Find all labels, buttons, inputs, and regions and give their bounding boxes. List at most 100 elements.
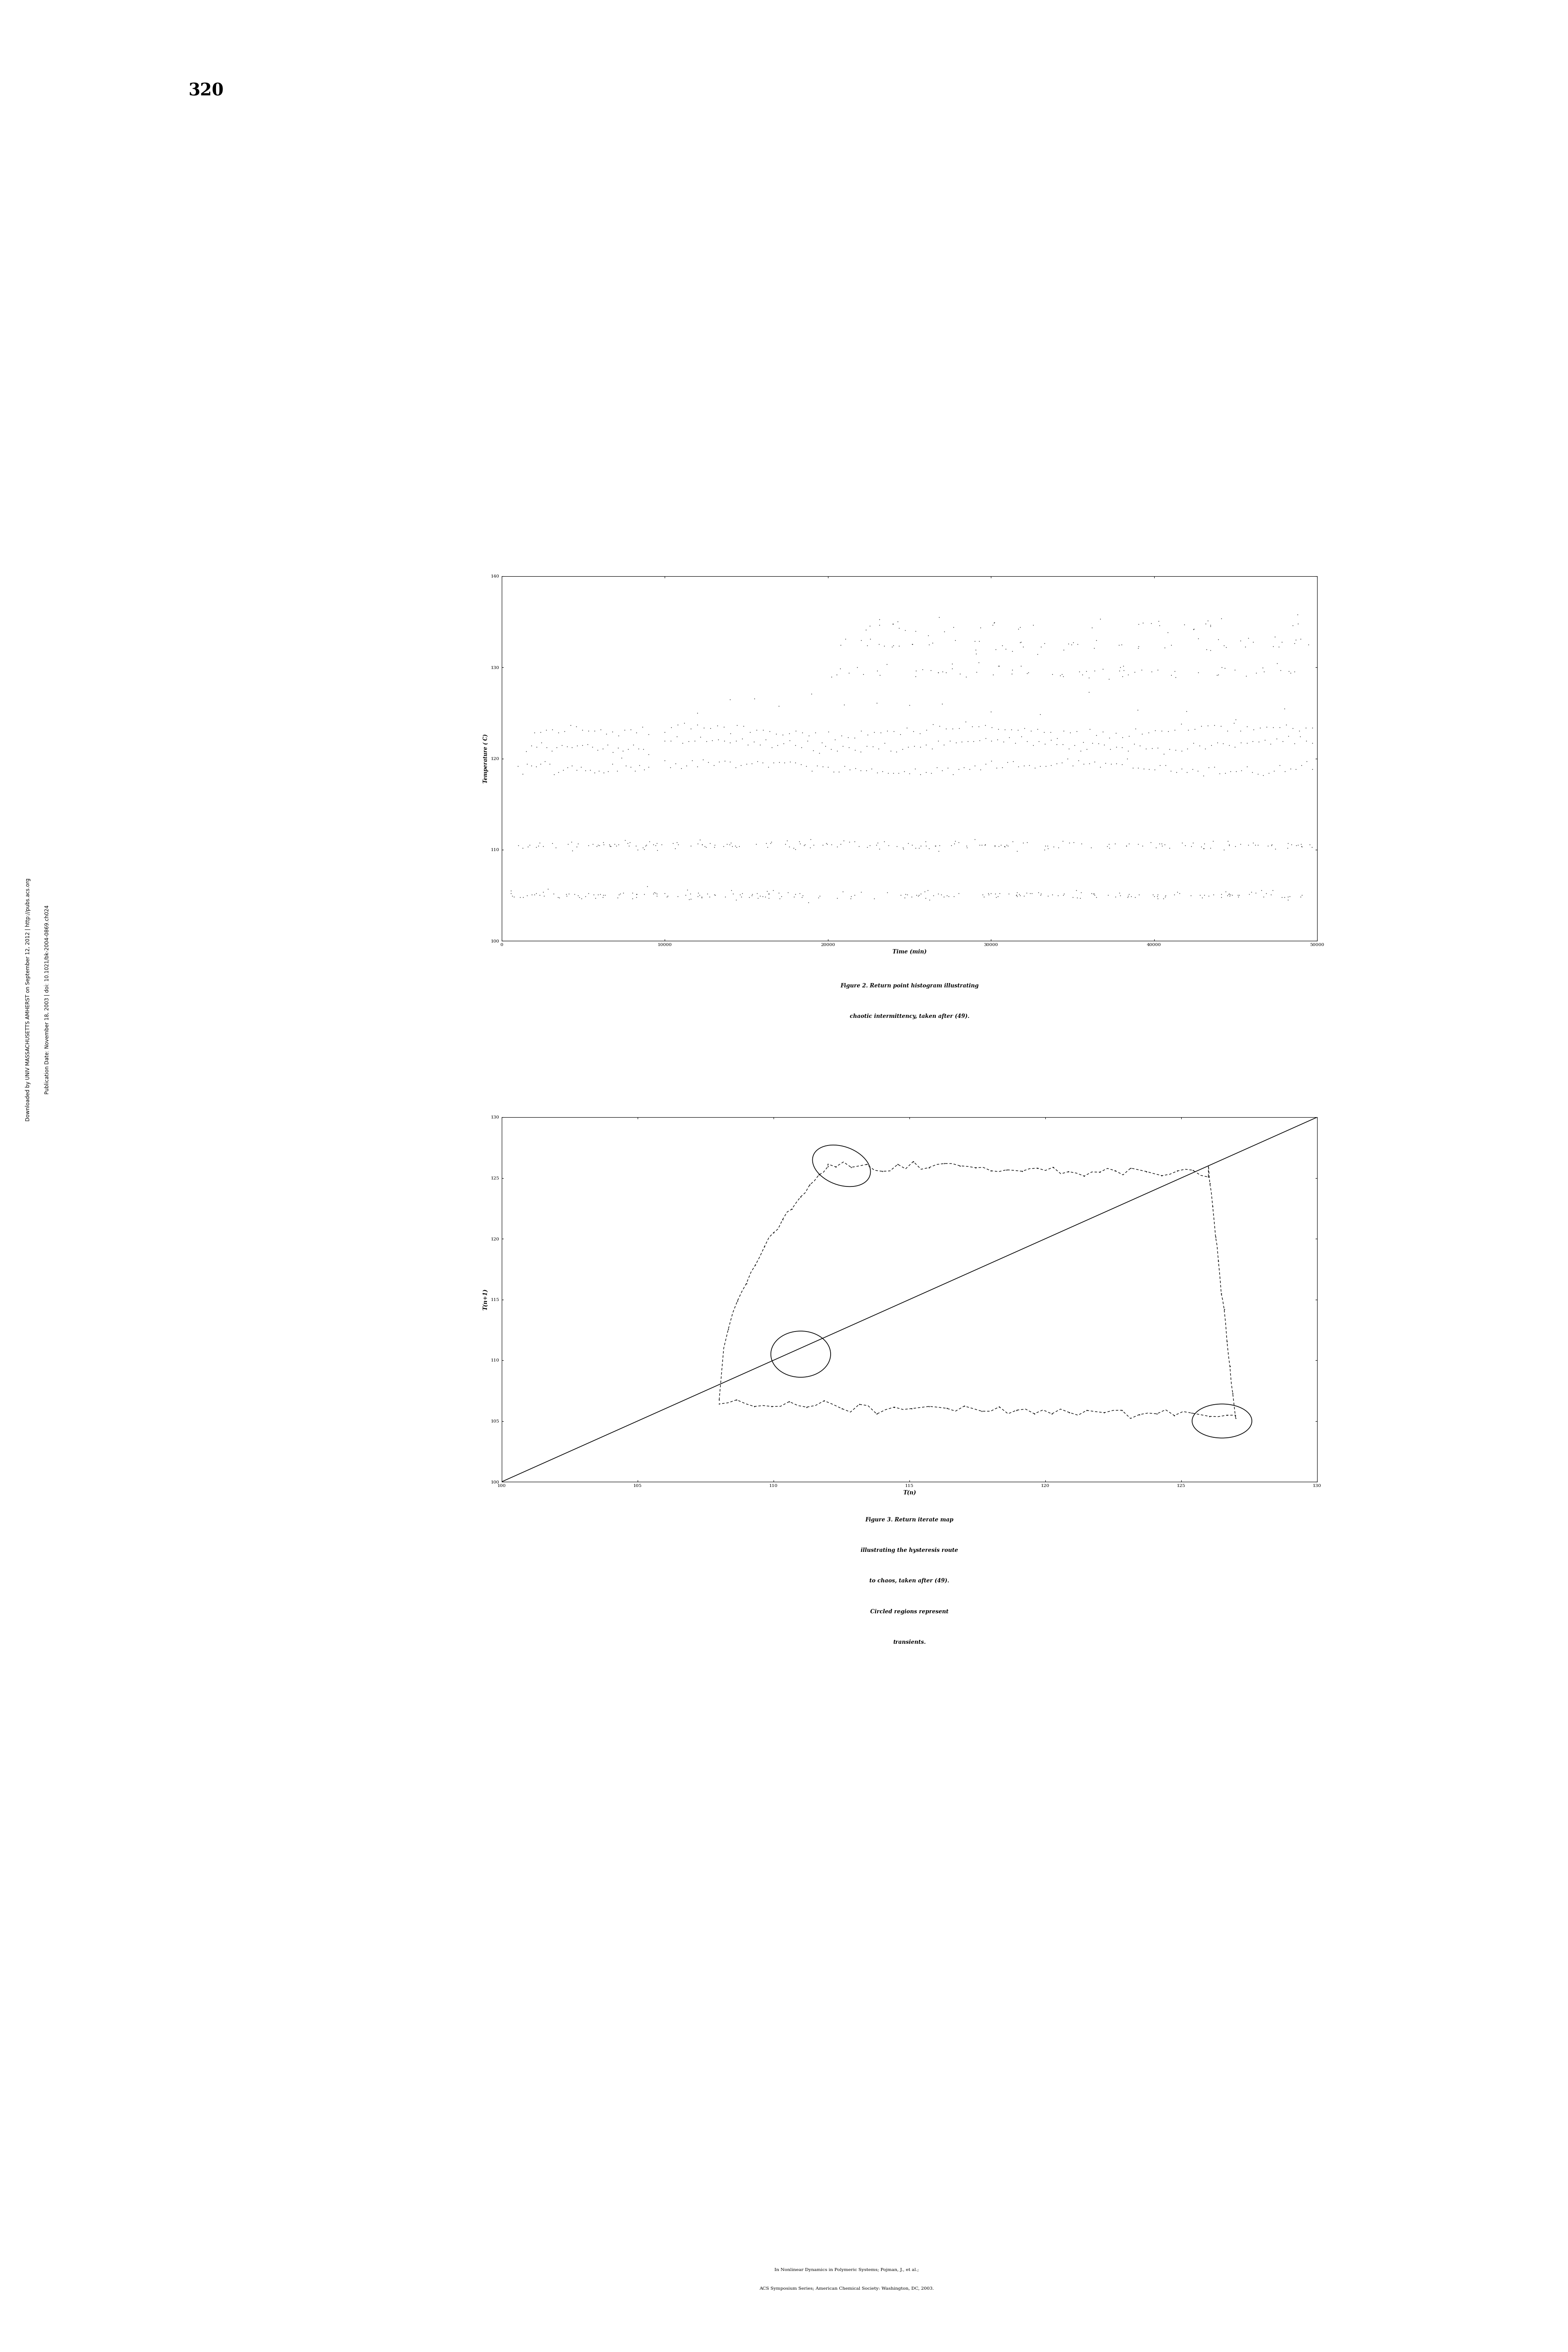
Point (917, 1388, 942, 1425)
Point (1287, 713, 1312, 750)
Point (1203, 1218, 1228, 1256)
Point (806, 734, 831, 771)
Point (1065, 880, 1090, 917)
Point (1200, 1188, 1225, 1225)
Point (928, 875, 953, 913)
Point (543, 828, 568, 866)
Point (690, 826, 715, 863)
Point (955, 828, 980, 866)
Point (853, 612, 878, 649)
Point (1098, 828, 1123, 866)
Point (866, 823, 891, 861)
Point (561, 875, 586, 913)
Point (575, 713, 601, 750)
Point (759, 729, 784, 767)
Point (641, 875, 666, 913)
Point (809, 724, 834, 762)
Point (601, 713, 626, 750)
Point (1289, 828, 1314, 866)
Text: to chaos, taken after (49).: to chaos, taken after (49). (870, 1578, 949, 1583)
Point (1232, 628, 1258, 666)
Point (1163, 731, 1189, 769)
Point (1192, 826, 1217, 863)
Point (855, 626, 880, 663)
Point (1134, 729, 1159, 767)
Point (855, 828, 880, 866)
Point (1069, 656, 1094, 694)
Point (734, 1265, 759, 1303)
Point (524, 828, 549, 866)
Point (1065, 626, 1090, 663)
Point (1223, 701, 1248, 739)
Point (978, 743, 1004, 781)
Point (895, 729, 920, 767)
Text: Circled regions represent: Circled regions represent (870, 1609, 949, 1613)
Point (643, 875, 668, 913)
Point (919, 755, 944, 793)
Point (1215, 877, 1240, 915)
Point (539, 710, 564, 748)
Point (1032, 724, 1057, 762)
Point (1008, 609, 1033, 647)
Point (919, 729, 944, 767)
Point (908, 755, 933, 793)
Point (555, 826, 580, 863)
Point (964, 654, 989, 691)
Point (1094, 828, 1120, 866)
Point (1010, 1152, 1035, 1190)
Point (861, 880, 886, 917)
Point (1209, 1275, 1234, 1312)
Point (1145, 729, 1170, 767)
Point (1079, 609, 1104, 647)
Point (1286, 595, 1311, 633)
Point (881, 1388, 906, 1425)
Point (815, 1148, 840, 1185)
Point (1110, 659, 1135, 696)
Point (582, 875, 607, 913)
Point (787, 823, 812, 861)
Point (499, 873, 524, 910)
Point (1093, 743, 1118, 781)
Point (969, 1392, 994, 1430)
Point (1041, 828, 1066, 866)
Point (1201, 875, 1226, 913)
Point (1046, 877, 1071, 915)
Point (713, 877, 739, 915)
Point (622, 753, 648, 790)
Point (778, 722, 803, 760)
Point (982, 826, 1007, 863)
Point (729, 875, 754, 913)
Point (961, 722, 986, 760)
Point (712, 741, 737, 779)
Point (920, 877, 946, 915)
Point (1090, 713, 1115, 750)
Point (1055, 741, 1080, 779)
Point (1165, 873, 1190, 910)
Point (1040, 1395, 1065, 1432)
Point (1121, 724, 1146, 762)
Point (902, 727, 927, 764)
Point (1131, 828, 1156, 866)
Point (855, 715, 880, 753)
Point (1131, 604, 1156, 642)
Point (748, 727, 773, 764)
Point (630, 708, 655, 746)
Point (1115, 877, 1140, 915)
Point (1181, 609, 1206, 647)
Point (1265, 628, 1290, 666)
Point (1204, 656, 1229, 694)
Point (867, 607, 892, 644)
Point (1115, 731, 1140, 769)
Point (1283, 621, 1308, 659)
Point (723, 722, 748, 760)
Point (591, 753, 616, 790)
Point (525, 828, 550, 866)
Point (718, 823, 743, 861)
Point (869, 715, 894, 753)
Point (818, 659, 844, 696)
Point (1127, 727, 1152, 764)
Point (1146, 607, 1171, 644)
Point (1152, 877, 1178, 915)
Point (875, 873, 900, 910)
Point (1035, 828, 1060, 866)
